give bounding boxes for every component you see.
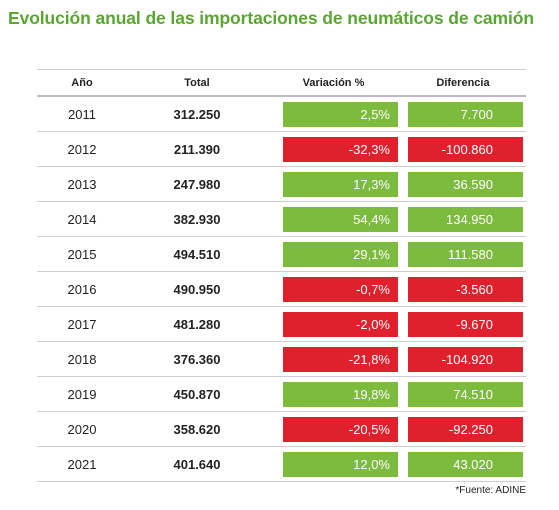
table-header: Año Total Variación % Diferencia	[37, 69, 526, 97]
variation-badge: -21,8%	[283, 346, 398, 372]
total-cell: 211.390	[173, 141, 221, 157]
imports-table: Año Total Variación % Diferencia 2011 312…	[37, 69, 526, 482]
variation-badge: -32,3%	[283, 136, 398, 162]
page-title: Evolución anual de las importaciones de …	[8, 8, 534, 28]
variation-cell: -0,7%	[267, 276, 400, 302]
variation-cell: -20,5%	[267, 416, 400, 442]
difference-cell: -3.560	[400, 276, 526, 302]
variation-cell: 17,3%	[267, 171, 400, 197]
difference-cell: 74.510	[400, 381, 526, 407]
table-row: 2015 494.510 29,1% 111.580	[37, 237, 526, 272]
difference-badge: 74.510	[408, 381, 523, 407]
difference-badge: 36.590	[408, 171, 523, 197]
variation-cell: 54,4%	[267, 206, 400, 232]
variation-badge: -0,7%	[283, 276, 398, 302]
total-cell: 401.640	[173, 456, 221, 472]
total-cell: 450.870	[173, 386, 221, 402]
total-cell: 490.950	[173, 281, 221, 297]
total-cell: 358.620	[173, 421, 221, 437]
source-note: *Fuente: ADINE	[455, 485, 526, 496]
table-body: 2011 312.250 2,5% 7.700 2012 211.390 -32,3% -10…	[37, 97, 526, 482]
year-cell: 2013	[67, 176, 97, 192]
variation-badge: 19,8%	[283, 381, 398, 407]
difference-badge: -92.250	[408, 416, 523, 442]
year-cell: 2011	[68, 106, 96, 122]
year-cell: 2018	[67, 351, 97, 367]
difference-badge: 111.580	[408, 241, 523, 267]
difference-badge: -3.560	[408, 276, 523, 302]
variation-cell: 2,5%	[267, 101, 400, 127]
header-total: Total	[184, 76, 210, 89]
variation-badge: -2,0%	[283, 311, 398, 337]
difference-badge: -100.860	[408, 136, 523, 162]
difference-cell: -104.920	[400, 346, 526, 372]
variation-cell: 12,0%	[267, 451, 400, 477]
variation-badge: 12,0%	[283, 451, 398, 477]
variation-badge: -20,5%	[283, 416, 398, 442]
year-cell: 2021	[67, 456, 97, 472]
year-cell: 2014	[67, 211, 97, 227]
difference-badge: -9.670	[408, 311, 523, 337]
table-row: 2017 481.280 -2,0% -9.670	[37, 307, 526, 342]
difference-badge: -104.920	[408, 346, 523, 372]
year-cell: 2017	[67, 316, 97, 332]
table-row: 2013 247.980 17,3% 36.590	[37, 167, 526, 202]
variation-cell: -2,0%	[267, 311, 400, 337]
variation-badge: 2,5%	[283, 101, 398, 127]
year-cell: 2012	[67, 141, 97, 157]
total-cell: 312.250	[173, 106, 221, 122]
year-cell: 2015	[67, 246, 97, 262]
table-row: 2014 382.930 54,4% 134.950	[37, 202, 526, 237]
header-variation: Variación %	[302, 76, 365, 89]
difference-cell: 43.020	[400, 451, 526, 477]
variation-badge: 17,3%	[283, 171, 398, 197]
table-row: 2020 358.620 -20,5% -92.250	[37, 412, 526, 447]
variation-cell: 29,1%	[267, 241, 400, 267]
difference-cell: -100.860	[400, 136, 526, 162]
table-row: 2018 376.360 -21,8% -104.920	[37, 342, 526, 377]
difference-cell: 134.950	[400, 206, 526, 232]
table-row: 2011 312.250 2,5% 7.700	[37, 97, 526, 132]
total-cell: 376.360	[173, 351, 221, 367]
total-cell: 382.930	[173, 211, 221, 227]
header-year: Año	[71, 76, 93, 89]
variation-badge: 54,4%	[283, 206, 398, 232]
table-row: 2021 401.640 12,0% 43.020	[37, 447, 526, 482]
total-cell: 494.510	[173, 246, 221, 262]
year-cell: 2016	[67, 281, 97, 297]
difference-badge: 134.950	[408, 206, 523, 232]
difference-badge: 43.020	[408, 451, 523, 477]
difference-cell: 7.700	[400, 101, 526, 127]
variation-cell: -32,3%	[267, 136, 400, 162]
variation-badge: 29,1%	[283, 241, 398, 267]
table-row: 2019 450.870 19,8% 74.510	[37, 377, 526, 412]
difference-cell: -92.250	[400, 416, 526, 442]
variation-cell: -21,8%	[267, 346, 400, 372]
total-cell: 481.280	[173, 316, 221, 332]
variation-cell: 19,8%	[267, 381, 400, 407]
total-cell: 247.980	[173, 176, 221, 192]
difference-cell: -9.670	[400, 311, 526, 337]
table-row: 2016 490.950 -0,7% -3.560	[37, 272, 526, 307]
header-difference: Diferencia	[436, 76, 490, 89]
year-cell: 2020	[67, 421, 97, 437]
difference-cell: 111.580	[400, 241, 526, 267]
difference-cell: 36.590	[400, 171, 526, 197]
table-row: 2012 211.390 -32,3% -100.860	[37, 132, 526, 167]
difference-badge: 7.700	[408, 101, 523, 127]
year-cell: 2019	[67, 386, 97, 402]
